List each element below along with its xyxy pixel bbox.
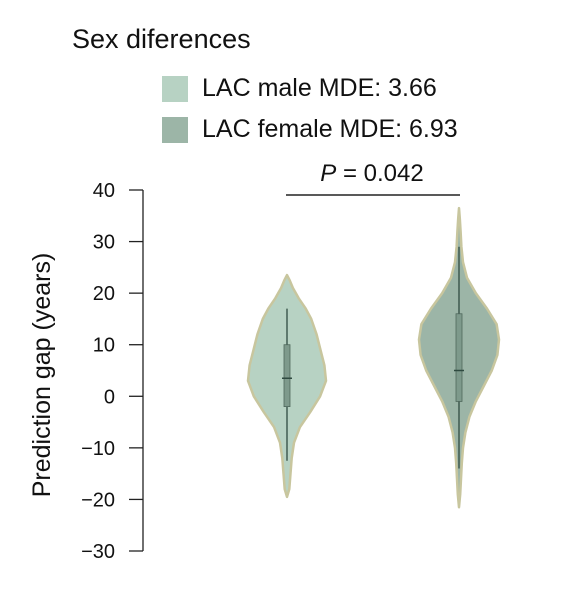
y-axis-label: Prediction gap (years): [28, 253, 56, 498]
violin-box: [455, 313, 463, 402]
legend-label-male: LAC male MDE: 3.66: [202, 74, 437, 102]
legend-item-female: LAC female MDE: 6.93: [162, 115, 458, 144]
y-tick-label: 30: [93, 232, 115, 254]
violin-box: [283, 344, 291, 408]
y-tick-label: 20: [93, 283, 115, 305]
violins: [246, 206, 501, 509]
legend-label-female: LAC female MDE: 6.93: [202, 115, 458, 143]
y-tick-label: −10: [81, 438, 115, 460]
p-value-label: P = 0.042: [320, 160, 423, 187]
y-tick-label: −30: [81, 541, 115, 563]
p-symbol: P: [320, 160, 336, 187]
y-tick-label: 0: [104, 386, 115, 408]
y-tick-label: 10: [93, 335, 115, 357]
chart-title: Sex diferences: [72, 24, 251, 54]
y-tick-label: 40: [93, 180, 115, 202]
y-tick-label: −20: [81, 489, 115, 511]
legend-swatch-male: [162, 75, 188, 102]
p-value: = 0.042: [336, 160, 423, 187]
y-axis: 40 30 20 10 0 −10 −20 −30: [81, 180, 144, 563]
legend-swatch-female: [162, 116, 188, 143]
significance-annotation: P = 0.042: [286, 160, 460, 196]
legend-item-male: LAC male MDE: 3.66: [162, 74, 437, 103]
